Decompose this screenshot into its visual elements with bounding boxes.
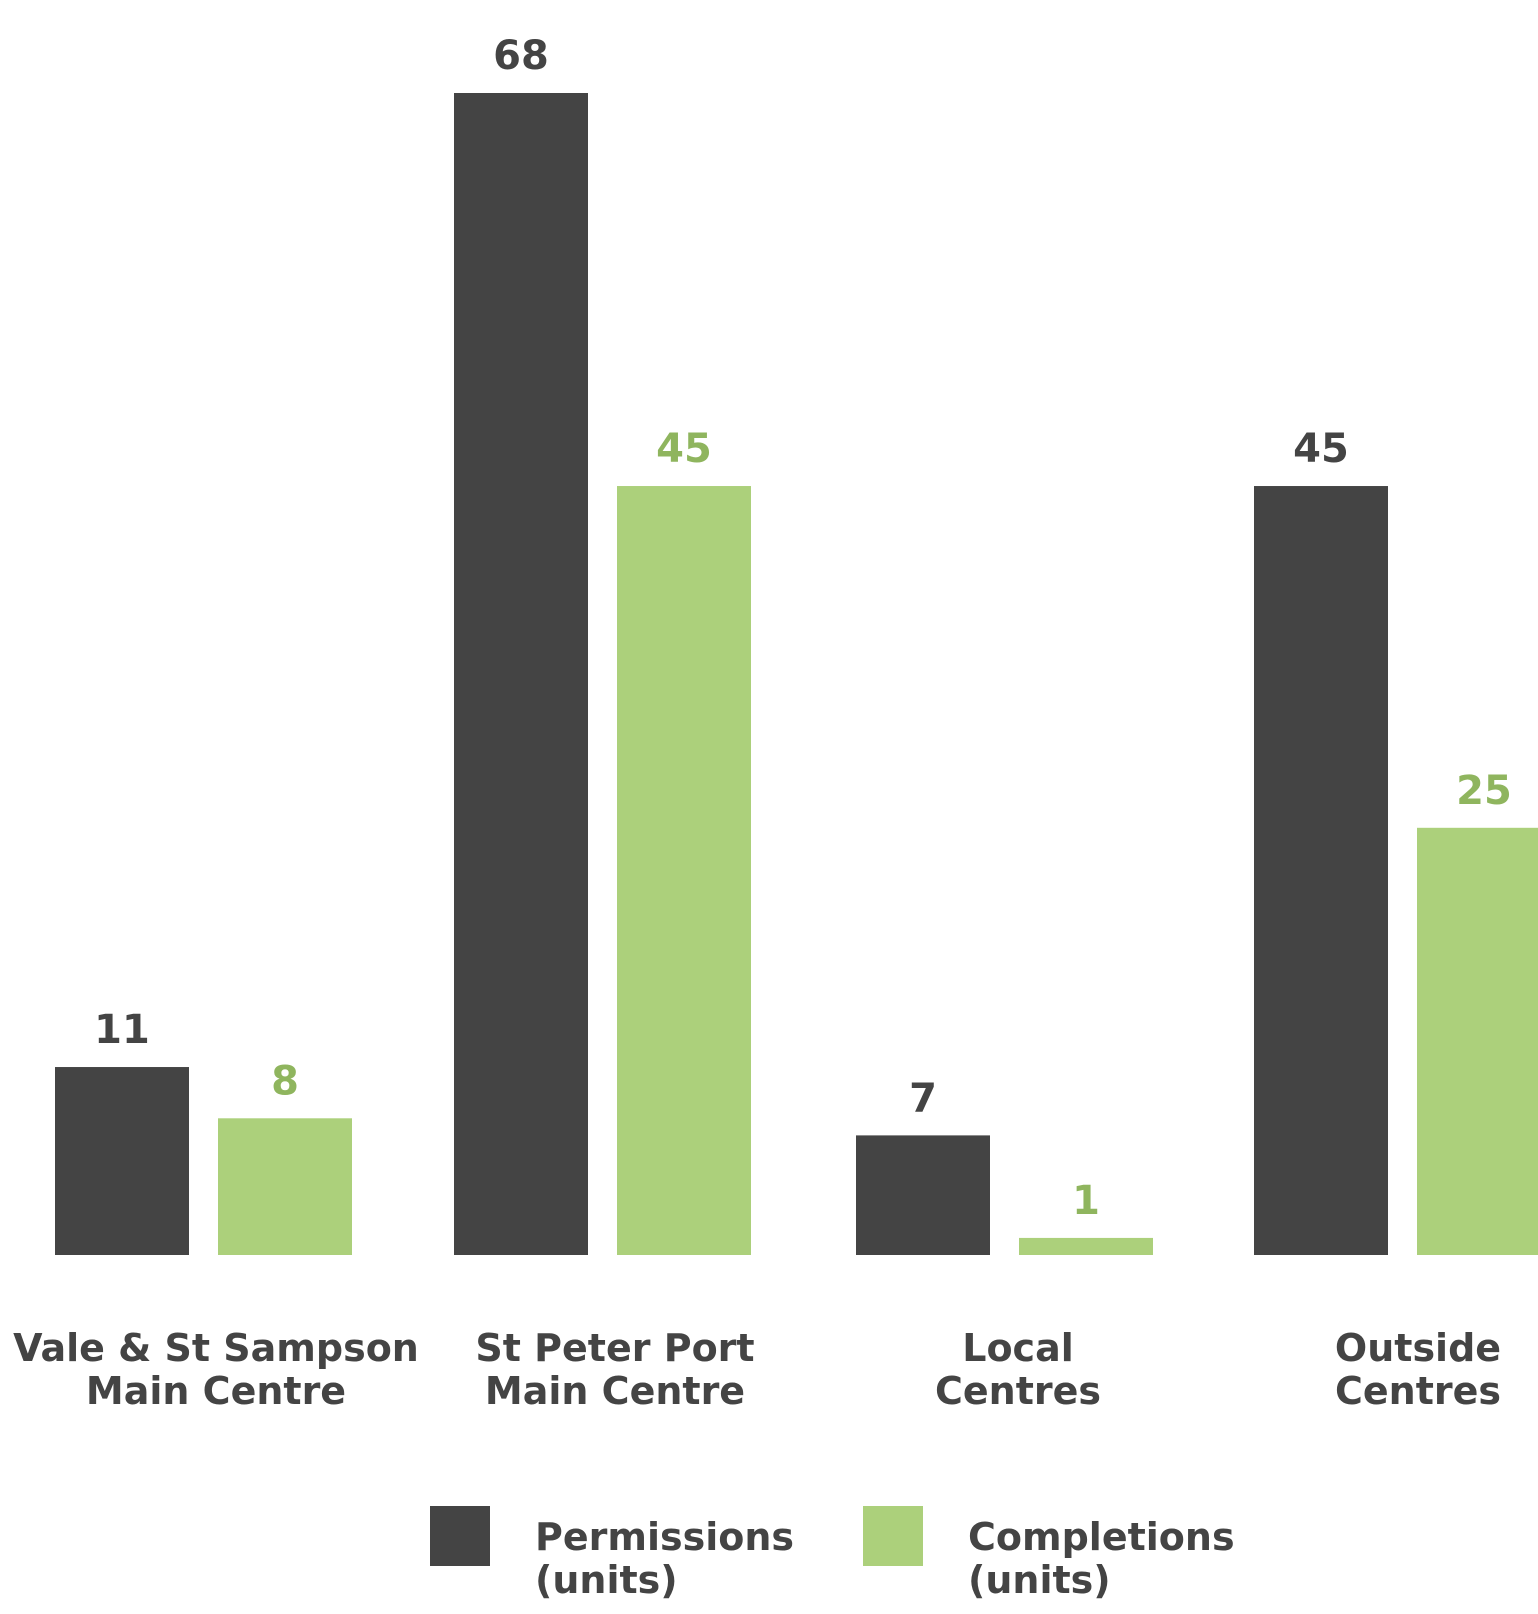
legend-label-completions-line-1: (units) <box>968 1558 1111 1602</box>
value-labels-group: 11 68 7 45 8 45 1 25 <box>94 33 1512 1224</box>
bar-permissions-0 <box>55 1067 189 1255</box>
legend-swatch-permissions <box>430 1506 490 1566</box>
category-label-3-line-1: Centres <box>1335 1369 1501 1413</box>
legend-swatch-completions <box>863 1506 923 1566</box>
data-label-permissions-1: 68 <box>493 33 549 79</box>
category-label-1-line-0: St Peter Port <box>475 1326 754 1370</box>
data-label-completions-1: 45 <box>656 426 712 472</box>
legend-label-completions-line-0: Completions <box>968 1515 1235 1559</box>
data-label-permissions-2: 7 <box>909 1075 937 1121</box>
data-label-completions-0: 8 <box>271 1058 299 1104</box>
bar-completions-0 <box>218 1118 352 1255</box>
bar-permissions-3 <box>1254 486 1388 1255</box>
legend: Permissions(units)Completions(units) <box>430 1506 1235 1602</box>
bar-completions-2 <box>1019 1237 1153 1255</box>
bar-permissions-2 <box>856 1135 990 1255</box>
data-label-permissions-0: 11 <box>94 1007 150 1053</box>
legend-label-permissions-line-0: Permissions <box>535 1515 794 1559</box>
category-label-0-line-1: Main Centre <box>86 1369 346 1413</box>
bar-permissions-1 <box>454 93 588 1255</box>
category-label-2-line-0: Local <box>962 1326 1074 1370</box>
category-label-0-line-0: Vale & St Sampson <box>13 1326 419 1370</box>
category-label-2-line-1: Centres <box>935 1369 1101 1413</box>
bar-completions-3 <box>1417 827 1538 1255</box>
bars-group <box>55 93 1538 1255</box>
data-label-completions-2: 1 <box>1072 1178 1100 1224</box>
category-label-3-line-0: Outside <box>1335 1326 1501 1370</box>
legend-label-permissions-line-1: (units) <box>535 1558 678 1602</box>
bar-completions-1 <box>617 486 751 1255</box>
data-label-completions-3: 25 <box>1456 768 1512 814</box>
data-label-permissions-3: 45 <box>1293 426 1349 472</box>
category-label-1-line-1: Main Centre <box>485 1369 745 1413</box>
